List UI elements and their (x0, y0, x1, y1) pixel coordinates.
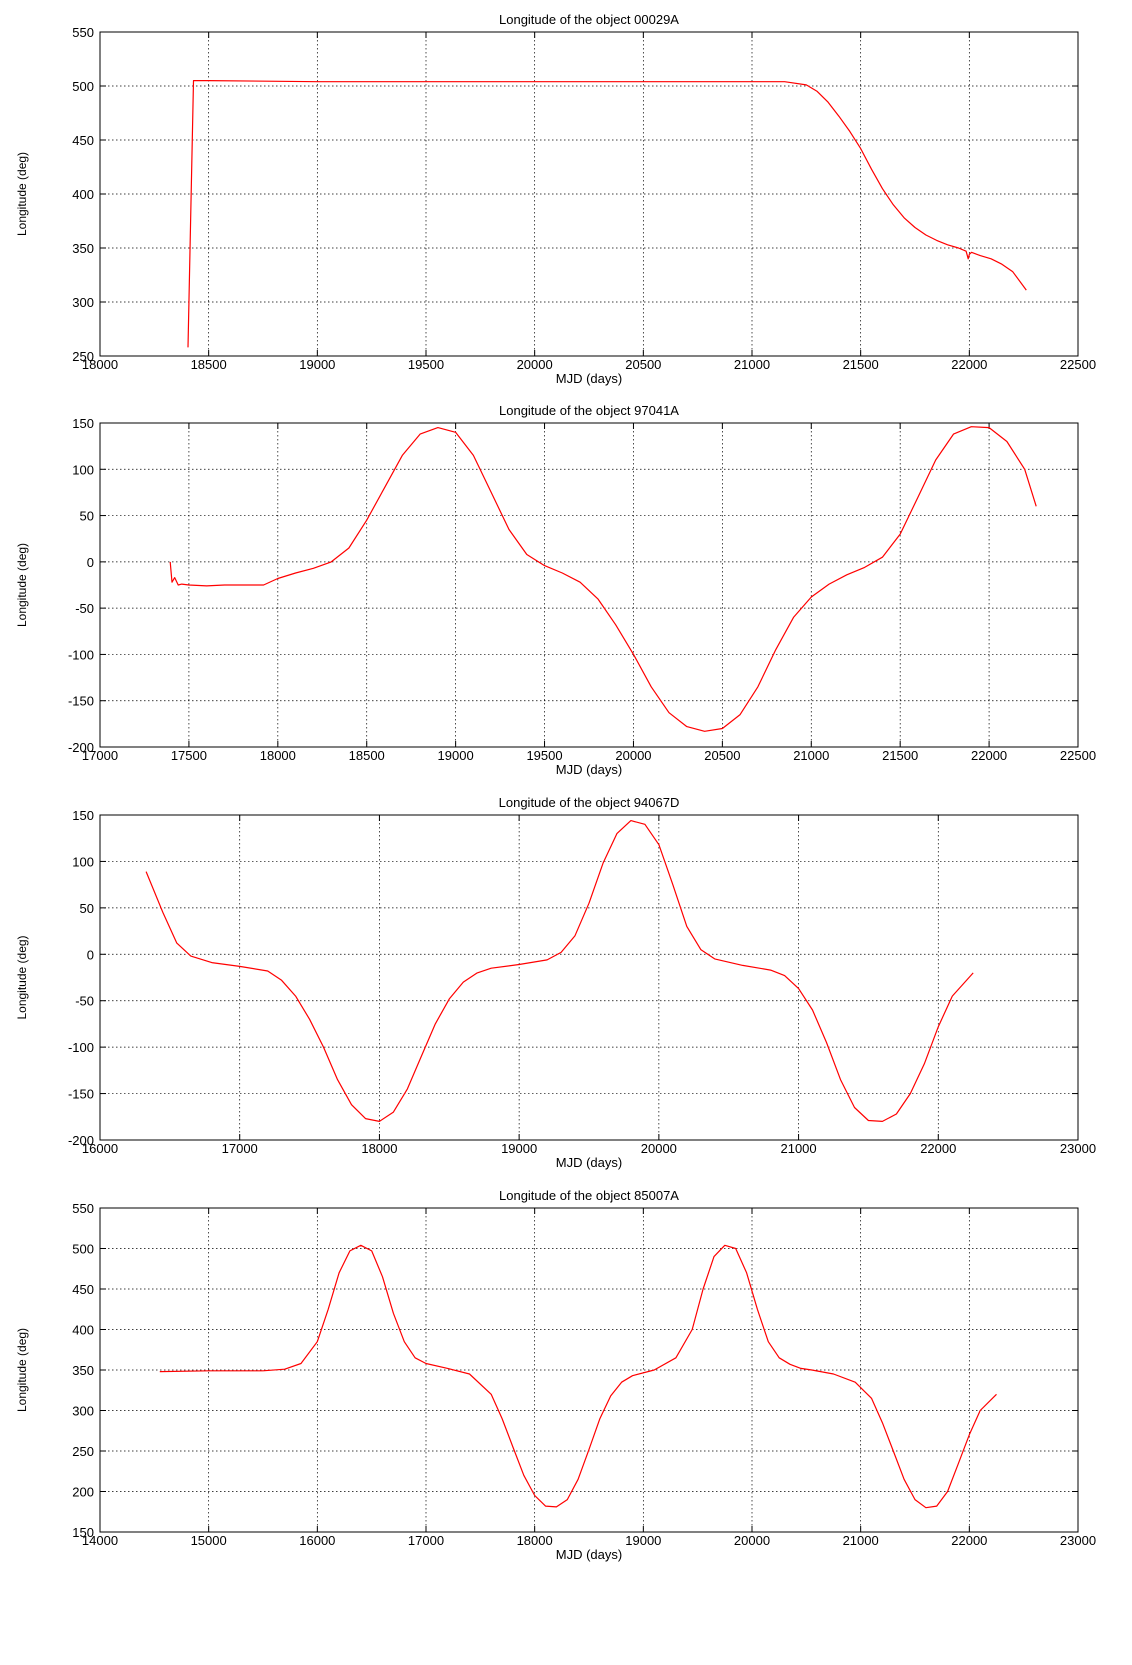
chart-title: Longitude of the object 97041A (499, 403, 679, 418)
series-line (145, 819, 974, 1123)
y-tick-label: 550 (72, 1201, 94, 1216)
x-tick-label: 19000 (299, 357, 335, 372)
plot-frame (99, 31, 1079, 357)
x-tick-label: 19500 (526, 748, 562, 763)
y-tick-label: 0 (87, 555, 94, 570)
y-tick-label: 100 (72, 462, 94, 477)
y-tick-label: 400 (72, 1323, 94, 1338)
y-tick-label: 200 (72, 1485, 94, 1500)
y-tick-label: 300 (72, 1404, 94, 1419)
y-tick-label: 50 (80, 509, 94, 524)
y-tick-label: 500 (72, 79, 94, 94)
y-tick-label: 450 (72, 133, 94, 148)
x-tick-label: 16000 (82, 1141, 118, 1156)
y-tick-label: 250 (72, 349, 94, 364)
y-tick-label: 100 (72, 854, 94, 869)
y-tick-label: 350 (72, 1363, 94, 1378)
x-tick-label: 22000 (951, 357, 987, 372)
y-axis-label: Longitude (deg) (15, 152, 29, 236)
x-axis-label: MJD (days) (556, 1155, 622, 1170)
chart-panel-1: 18000 18500 19000 19500 20000 20500 21000 21500… (15, 12, 1096, 386)
series-line (187, 79, 1027, 348)
x-tick-label: 20500 (625, 357, 661, 372)
y-tick-label: -200 (68, 1133, 94, 1148)
x-tick-label: 14000 (82, 1533, 118, 1548)
x-tick-label: 20000 (615, 748, 651, 763)
x-tick-label: 19000 (625, 1533, 661, 1548)
y-axis-label: Longitude (deg) (15, 935, 29, 1019)
y-tick-label: 350 (72, 241, 94, 256)
y-tick-label: -200 (68, 740, 94, 755)
y-tick-label: 400 (72, 187, 94, 202)
series-line (159, 1244, 997, 1509)
chart-panel-2: 17000 17500 18000 18500 19000 19500 20000 20500… (15, 403, 1096, 777)
x-tick-label: 21000 (843, 1533, 879, 1548)
x-tick-label: 19500 (408, 357, 444, 372)
x-tick-label: 15000 (191, 1533, 227, 1548)
y-axis-label: Longitude (deg) (15, 543, 29, 627)
x-tick-label: 18000 (517, 1533, 553, 1548)
y-tick-label: 300 (72, 295, 94, 310)
chart-title: Longitude of the object 85007A (499, 1188, 679, 1203)
y-tick-label: -150 (68, 1087, 94, 1102)
x-tick-label: 19000 (501, 1141, 537, 1156)
x-tick-label: 18000 (82, 357, 118, 372)
x-tick-label: 18000 (260, 748, 296, 763)
x-tick-label: 21000 (793, 748, 829, 763)
x-tick-label: 22000 (971, 748, 1007, 763)
y-axis-label: Longitude (deg) (15, 1328, 29, 1412)
x-axis-label: MJD (days) (556, 1547, 622, 1562)
y-tick-label: 0 (87, 947, 94, 962)
x-axis-label: MJD (days) (556, 762, 622, 777)
chart-title: Longitude of the object 94067D (499, 795, 680, 810)
y-tick-label: 450 (72, 1282, 94, 1297)
x-tick-label: 22000 (951, 1533, 987, 1548)
y-tick-label: 150 (72, 416, 94, 431)
x-tick-label: 17000 (82, 748, 118, 763)
x-tick-label: 16000 (299, 1533, 335, 1548)
x-tick-label: 18500 (349, 748, 385, 763)
y-tick-label: 500 (72, 1242, 94, 1257)
y-tick-label: 150 (72, 1525, 94, 1540)
chart-panel-4: 14000 15000 16000 17000 18000 19000 20000 21000… (15, 1188, 1096, 1562)
x-tick-label: 21500 (882, 748, 918, 763)
x-tick-label: 20500 (704, 748, 740, 763)
y-tick-label: 250 (72, 1444, 94, 1459)
x-tick-label: 22500 (1060, 748, 1096, 763)
x-tick-label: 23000 (1060, 1533, 1096, 1548)
chart-title: Longitude of the object 00029A (499, 12, 679, 27)
x-tick-label: 21000 (780, 1141, 816, 1156)
y-tick-label: 550 (72, 25, 94, 40)
y-tick-label: -100 (68, 647, 94, 662)
x-tick-label: 22000 (920, 1141, 956, 1156)
chart-panel-3: 16000 17000 18000 19000 20000 21000 22000 23000… (15, 795, 1096, 1170)
x-tick-label: 18000 (361, 1141, 397, 1156)
plot-frame (99, 814, 1079, 1141)
x-tick-label: 17500 (171, 748, 207, 763)
y-tick-label: -50 (75, 994, 94, 1009)
x-tick-label: 17000 (408, 1533, 444, 1548)
x-tick-label: 18500 (191, 357, 227, 372)
x-tick-label: 17000 (222, 1141, 258, 1156)
y-tick-label: -150 (68, 694, 94, 709)
plot-frame (99, 1207, 1079, 1533)
x-tick-label: 20000 (734, 1533, 770, 1548)
x-axis-label: MJD (days) (556, 371, 622, 386)
series-line (169, 426, 1037, 732)
x-tick-label: 23000 (1060, 1141, 1096, 1156)
x-tick-label: 20000 (517, 357, 553, 372)
plot-frame (99, 422, 1079, 748)
y-tick-label: 150 (72, 808, 94, 823)
y-tick-label: 50 (80, 901, 94, 916)
x-tick-label: 22500 (1060, 357, 1096, 372)
y-tick-label: -50 (75, 601, 94, 616)
y-tick-label: -100 (68, 1040, 94, 1055)
x-tick-label: 21000 (734, 357, 770, 372)
x-tick-label: 20000 (641, 1141, 677, 1156)
x-tick-label: 19000 (438, 748, 474, 763)
x-tick-label: 21500 (843, 357, 879, 372)
